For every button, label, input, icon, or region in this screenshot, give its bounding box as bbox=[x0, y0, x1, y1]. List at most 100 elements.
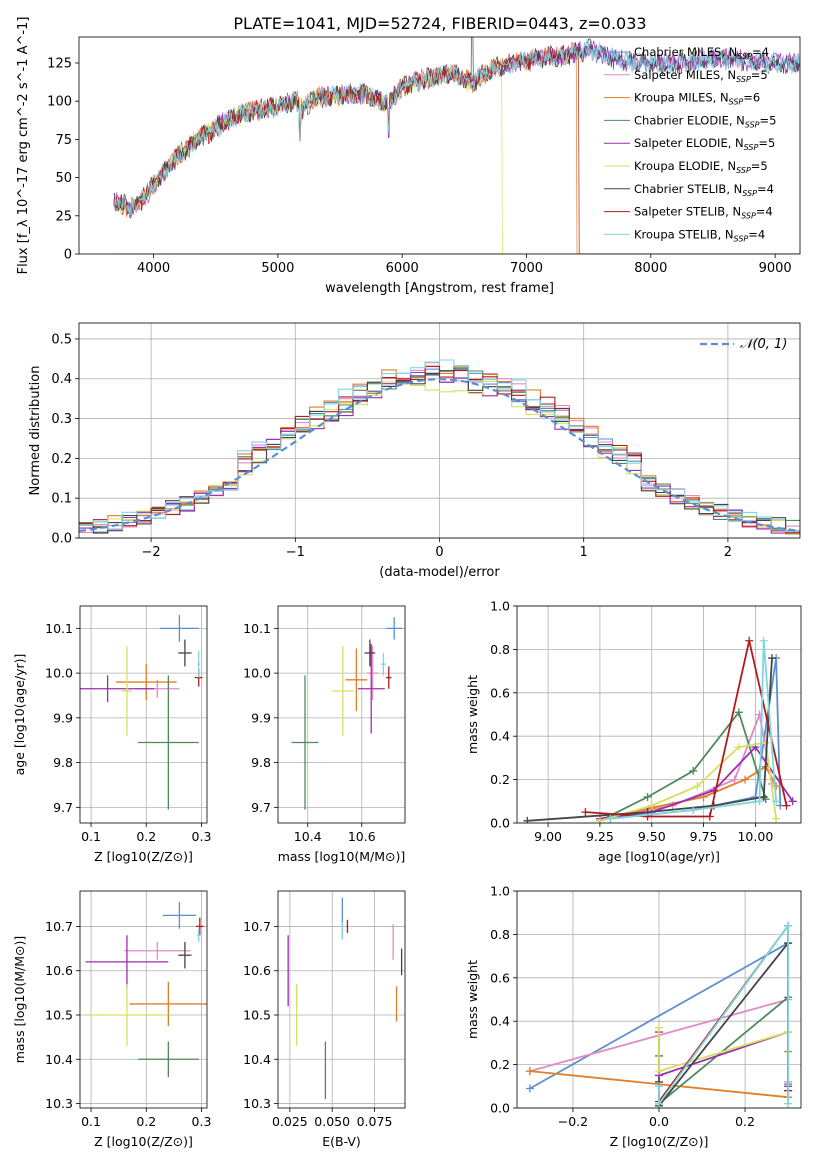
weight-marker bbox=[581, 808, 590, 817]
y-tick-label: 9.7 bbox=[53, 800, 73, 815]
y-axis-label: mass weight bbox=[465, 675, 480, 754]
y-axis-label: Flux [f_λ 10^-17 erg cm^-2 s^-1 A^-1] bbox=[16, 17, 31, 275]
x-tick-label: 0.1 bbox=[81, 829, 101, 844]
y-tick-label: 9.8 bbox=[53, 755, 73, 770]
x-tick-label: 2 bbox=[724, 545, 732, 560]
y-tick-label: 0.8 bbox=[490, 927, 510, 942]
weight-marker bbox=[761, 738, 770, 747]
plot-area-age-vs-mass bbox=[291, 617, 403, 810]
weight-series-kroupa-stelib bbox=[655, 921, 793, 1108]
y-tick-label: 0.0 bbox=[490, 1101, 510, 1116]
error-bar-salpeter-miles bbox=[367, 646, 378, 700]
plot-area-spectrum bbox=[113, 37, 800, 254]
weight-marker bbox=[751, 792, 760, 801]
error-bar-kroupa-stelib bbox=[380, 652, 387, 676]
y-tick-label: 10.5 bbox=[243, 1008, 271, 1023]
error-bar-kroupa-stelib bbox=[197, 650, 201, 678]
panel-spectrum: 4000 5000 6000 7000 8000 9000 0 25 50 75 100 125 wav… bbox=[16, 17, 801, 296]
legend-entry: Kroupa STELIB, NSSP=4 bbox=[634, 227, 765, 243]
x-tick-label: 0.3 bbox=[192, 829, 212, 844]
x-axis-label: E(B-V) bbox=[322, 1134, 361, 1149]
error-bar-chabrier-stelib bbox=[178, 639, 192, 667]
y-tick-label: 1.0 bbox=[490, 599, 510, 614]
y-tick-label: 10.4 bbox=[45, 1052, 73, 1067]
weight-marker bbox=[709, 801, 718, 810]
error-bar-salpeter-elodie bbox=[357, 644, 385, 734]
y-tick-label: 0.6 bbox=[490, 970, 510, 985]
spectrum-line-kroupa-stelib bbox=[113, 40, 800, 216]
plot-area-age-vs-metallicity bbox=[80, 614, 203, 810]
error-bar-chabrier-miles bbox=[162, 902, 196, 929]
x-axis-label: mass [log10(M/M⊙)] bbox=[278, 849, 406, 864]
weight-marker bbox=[655, 1067, 663, 1076]
error-bar-chabrier-miles bbox=[160, 614, 199, 642]
x-axis-label: Z [log10(Z/Z⊙)] bbox=[610, 1134, 709, 1149]
y-tick-label: 75 bbox=[55, 133, 72, 148]
y-tick-label: 0.6 bbox=[490, 685, 510, 700]
weight-marker bbox=[523, 816, 532, 823]
x-tick-label: 0 bbox=[435, 545, 443, 560]
x-tick-label: 9000 bbox=[759, 261, 792, 276]
error-bar-salpeter-miles bbox=[124, 941, 191, 960]
legend-entry: Kroupa ELODIE, NSSP=5 bbox=[634, 159, 768, 175]
x-axis-label: Z [log10(Z/Z⊙)] bbox=[94, 849, 193, 864]
axes-frame bbox=[78, 36, 801, 255]
x-tick-label: 0.2 bbox=[735, 1114, 755, 1129]
weight-marker bbox=[759, 792, 768, 801]
figure-title: PLATE=1041, MJD=52724, FIBERID=0443, z=0… bbox=[233, 14, 646, 33]
weight-marker bbox=[745, 636, 754, 645]
panel-mass-weight-vs-age: 9.00 9.25 9.50 9.75 10.00 0.0 0.2 0.4 0.6 0.8 1.0 a… bbox=[465, 599, 802, 864]
x-axis-label: wavelength [Angstrom, rest frame] bbox=[325, 281, 554, 296]
weight-marker bbox=[755, 797, 764, 806]
y-tick-label: 0.2 bbox=[490, 772, 510, 787]
error-bar-chabrier-miles bbox=[386, 617, 403, 640]
legend-entry: Kroupa MILES, NSSP=6 bbox=[634, 91, 760, 107]
y-tick-label: 125 bbox=[47, 56, 72, 71]
y-tick-label: 10.0 bbox=[243, 666, 271, 681]
weight-marker bbox=[772, 814, 781, 823]
error-bar-kroupa-elodie bbox=[332, 646, 354, 736]
y-tick-label: 10.6 bbox=[243, 963, 271, 978]
x-tick-label: 10.4 bbox=[294, 829, 322, 844]
weight-marker bbox=[741, 775, 750, 784]
axes-frame bbox=[516, 890, 802, 1109]
error-bar-salpeter-stelib bbox=[386, 666, 392, 689]
y-tick-label: 50 bbox=[55, 171, 72, 186]
x-tick-label: 7000 bbox=[510, 261, 543, 276]
weight-marker bbox=[693, 782, 702, 791]
x-tick-label: 9.75 bbox=[690, 829, 718, 844]
weight-marker bbox=[655, 1099, 663, 1108]
weight-marker bbox=[730, 775, 739, 784]
legend-entry: Chabrier MILES, NSSP=4 bbox=[634, 45, 769, 61]
weight-marker bbox=[782, 801, 791, 810]
error-bar-chabrier-stelib bbox=[364, 639, 376, 667]
weight-marker bbox=[647, 801, 656, 810]
y-tick-label: 9.9 bbox=[251, 710, 271, 725]
weight-series-kroupa-elodie bbox=[595, 738, 781, 823]
x-tick-label: 9.25 bbox=[586, 829, 614, 844]
plot-area-mass-vs-ebv bbox=[287, 897, 403, 1100]
legend-entry: Chabrier STELIB, NSSP=4 bbox=[634, 182, 774, 198]
axes-frame bbox=[79, 605, 208, 824]
x-tick-label: 0.3 bbox=[192, 1114, 212, 1129]
x-tick-label: 8000 bbox=[634, 261, 667, 276]
x-tick-label: 9.00 bbox=[534, 829, 562, 844]
gaussian-curve bbox=[79, 378, 800, 533]
spectrum-line-chabrier-stelib bbox=[113, 37, 800, 215]
plot-area-residuals bbox=[79, 359, 800, 535]
y-tick-label: 0.2 bbox=[51, 452, 72, 467]
y-tick-label: 10.4 bbox=[243, 1052, 271, 1067]
y-tick-label: 10.3 bbox=[45, 1096, 73, 1111]
weight-marker bbox=[734, 708, 743, 717]
residual-legend: 𝒩(0, 1) bbox=[700, 337, 787, 352]
error-bar-chabrier-elodie bbox=[137, 1041, 199, 1077]
weight-marker bbox=[525, 1067, 534, 1076]
x-tick-label: 1 bbox=[580, 545, 588, 560]
y-tick-label: 100 bbox=[47, 95, 72, 110]
axes-frame bbox=[277, 605, 406, 824]
y-tick-label: 0.3 bbox=[51, 412, 72, 427]
y-tick-label: 0.8 bbox=[490, 642, 510, 657]
error-bar-kroupa-miles bbox=[129, 981, 207, 1027]
